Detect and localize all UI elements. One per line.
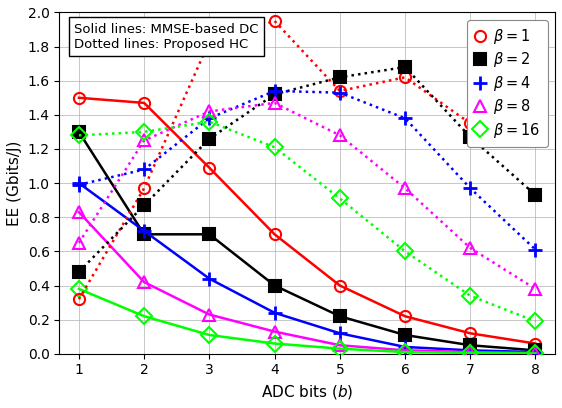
Y-axis label: EE (Gbits/J): EE (Gbits/J) [7,140,22,226]
Legend: $\beta = 1$, $\beta = 2$, $\beta = 4$, $\beta = 8$, $\beta = 16$: $\beta = 1$, $\beta = 2$, $\beta = 4$, $… [467,20,548,147]
Text: Solid lines: MMSE-based DC
Dotted lines: Proposed HC: Solid lines: MMSE-based DC Dotted lines:… [74,23,259,51]
X-axis label: ADC bits ($b$): ADC bits ($b$) [261,383,353,401]
